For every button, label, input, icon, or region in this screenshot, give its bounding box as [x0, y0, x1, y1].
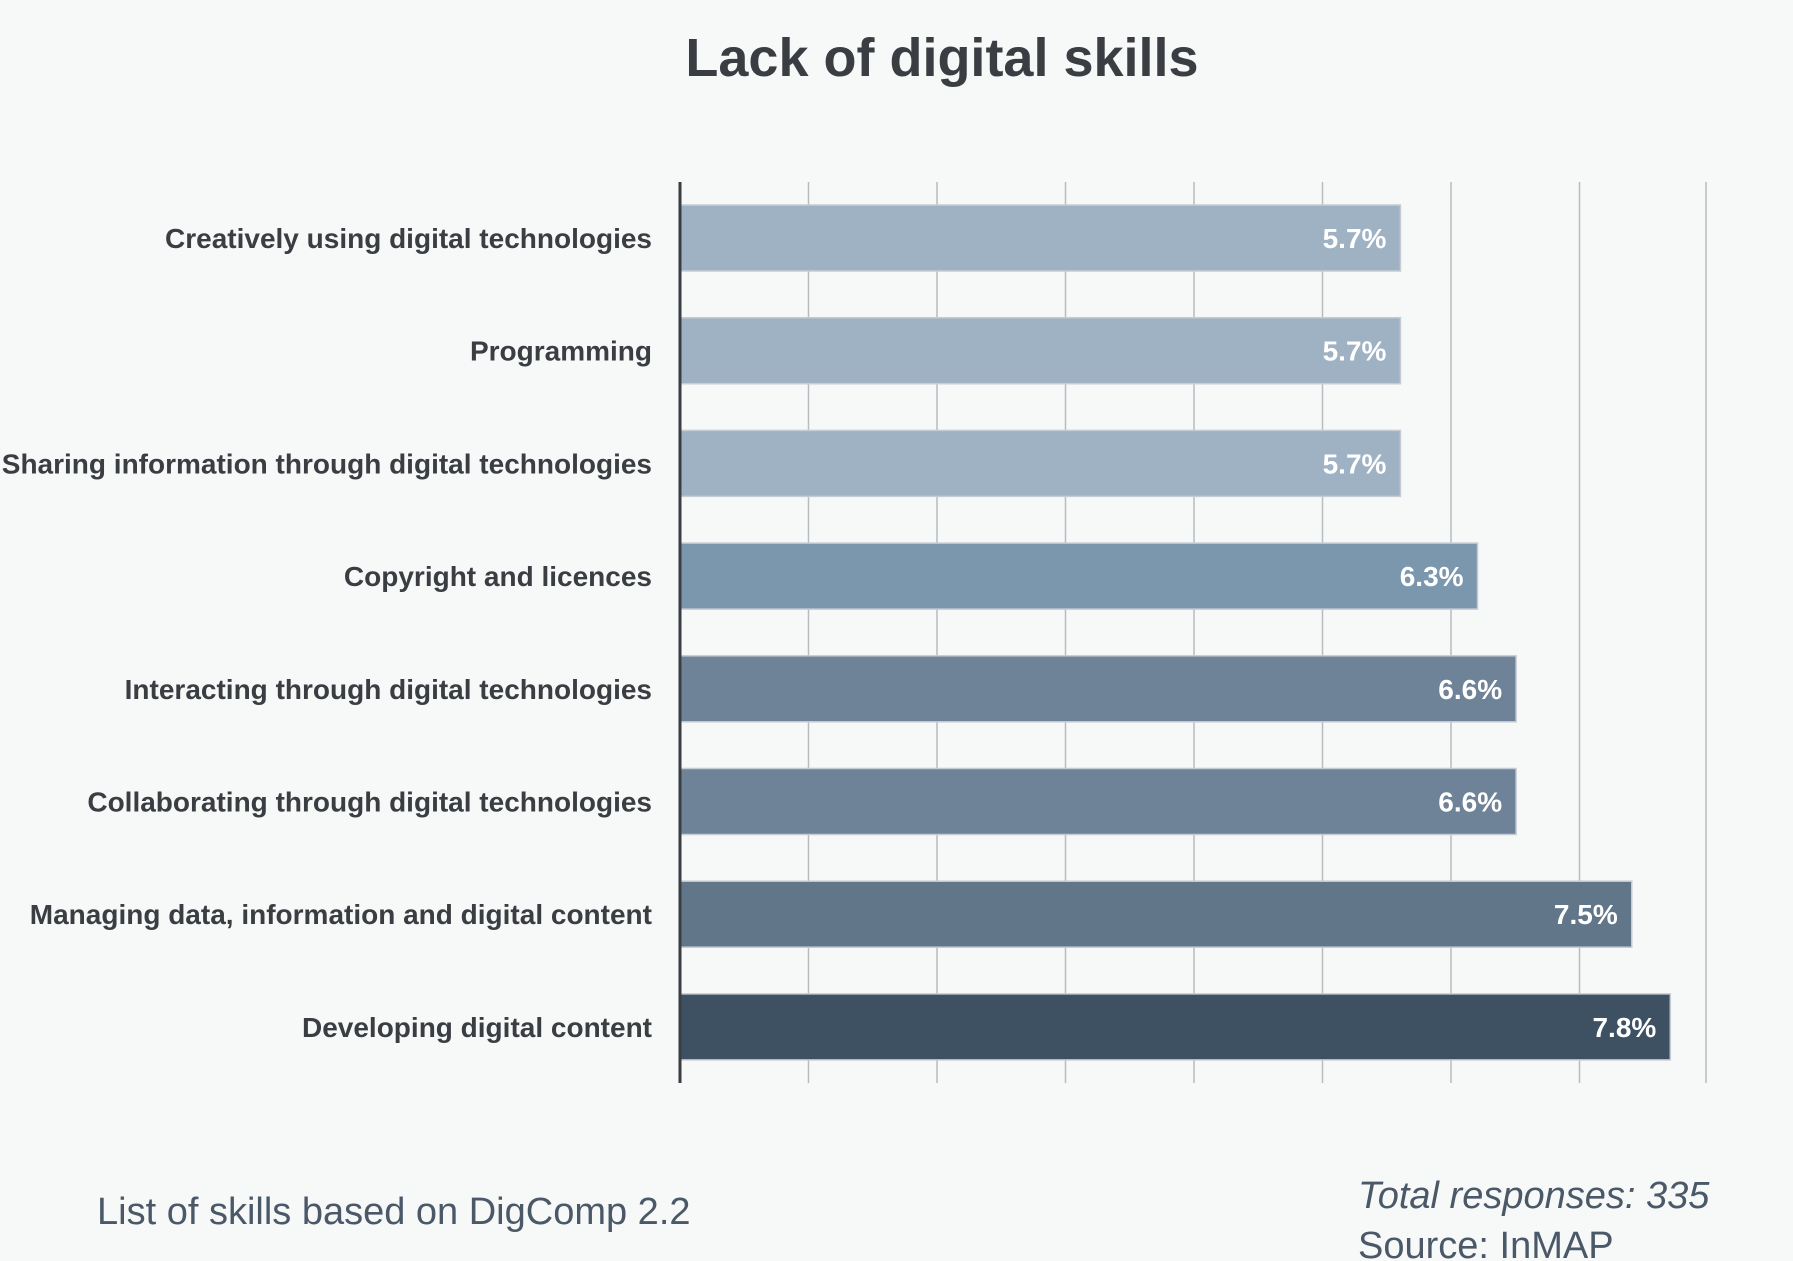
- bar: [679, 204, 1402, 272]
- category-label: Creatively using digital technologies: [165, 223, 652, 254]
- value-label: 6.6%: [1438, 787, 1502, 818]
- bar: [679, 429, 1402, 498]
- bar-group: Programming 5.7%: [470, 316, 1402, 385]
- category-label: Developing digital content: [302, 1012, 652, 1043]
- bar-group: Interacting through digital technologies…: [125, 655, 1517, 723]
- category-label: Programming: [470, 336, 652, 367]
- bar: [679, 880, 1633, 948]
- category-label: Collaborating through digital technologi…: [87, 787, 652, 818]
- bar-group: Managing data, information and digital c…: [30, 880, 1633, 948]
- category-label: Copyright and licences: [344, 561, 652, 592]
- bars: Creatively using digital technologies 5.7…: [2, 204, 1672, 1061]
- value-label: 7.8%: [1592, 1012, 1656, 1043]
- footer-note: List of skills based on DigComp 2.2: [97, 1191, 691, 1233]
- value-label: 5.7%: [1323, 223, 1387, 254]
- bar: [679, 993, 1672, 1061]
- total-responses: Total responses: 335: [1358, 1175, 1710, 1217]
- bar: [679, 767, 1517, 836]
- value-label: 6.6%: [1438, 674, 1502, 705]
- value-label: 6.3%: [1400, 561, 1464, 592]
- category-label: Managing data, information and digital c…: [30, 899, 652, 930]
- bar-group: Collaborating through digital technologi…: [87, 767, 1517, 836]
- chart-title: Lack of digital skills: [685, 28, 1198, 88]
- bar-group: Developing digital content 7.8%: [302, 993, 1672, 1061]
- category-label: Sharing information through digital tech…: [2, 448, 652, 479]
- value-label: 7.5%: [1554, 899, 1618, 930]
- bar-group: Sharing information through digital tech…: [2, 429, 1402, 498]
- bar-group: Creatively using digital technologies 5.7…: [165, 204, 1402, 272]
- value-label: 5.7%: [1323, 448, 1387, 479]
- source-credit: Source: InMAP: [1358, 1225, 1614, 1261]
- category-label: Interacting through digital technologies: [125, 674, 652, 705]
- bar: [679, 655, 1517, 723]
- bar: [679, 542, 1479, 610]
- bar: [679, 316, 1402, 385]
- bar-group: Copyright and licences 6.3%: [344, 542, 1479, 610]
- value-label: 5.7%: [1323, 336, 1387, 367]
